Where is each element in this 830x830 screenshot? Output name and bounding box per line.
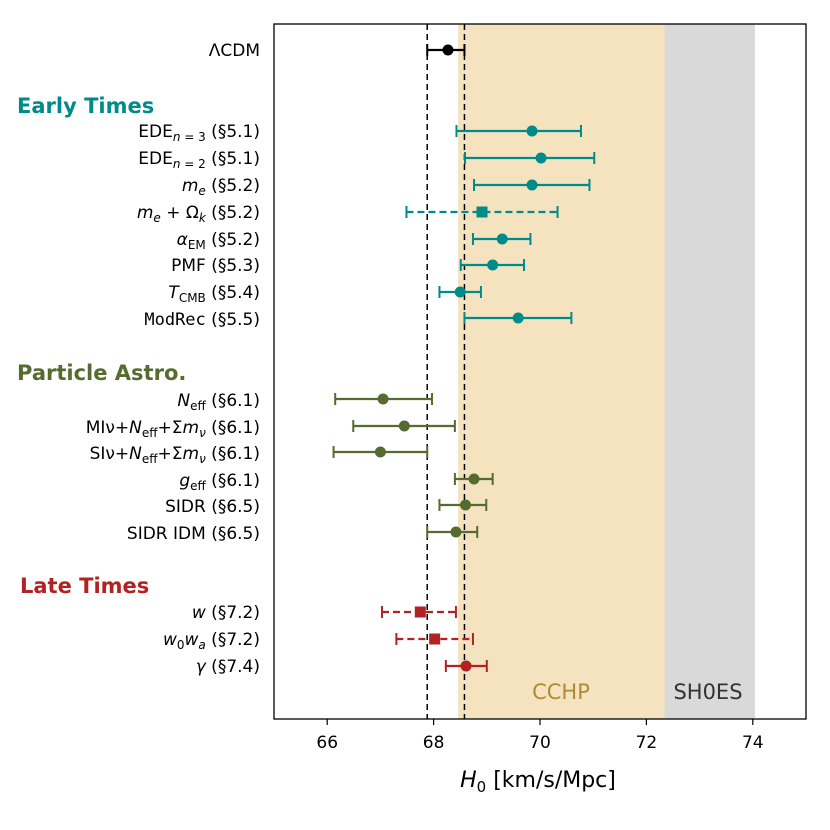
point-marker (526, 179, 538, 191)
point-marker (429, 633, 441, 645)
data-point (395, 633, 474, 645)
data-point (459, 259, 526, 271)
data-point (438, 499, 488, 511)
data-point (438, 286, 482, 298)
label-w: w (§7.2) (192, 603, 260, 623)
data-point (455, 125, 582, 137)
x-tick-label: 74 (742, 733, 764, 753)
data-point (426, 44, 466, 56)
label-sidr: SIDR (§6.5) (165, 497, 260, 517)
label-pmf: PMF (§5.3) (171, 256, 260, 276)
label-lcdm: ΛCDM (209, 41, 260, 61)
point-marker (460, 499, 472, 511)
data-point (444, 660, 488, 672)
data-point (426, 526, 479, 538)
data-point (471, 233, 532, 245)
x-tick-label: 70 (529, 733, 551, 753)
x-tick-label: 68 (423, 733, 445, 753)
label-me-omegak: me + Ωk (§5.2) (137, 203, 260, 225)
label-alpha-em: αEM (§5.2) (177, 230, 260, 252)
sh0es-band (664, 24, 755, 719)
point-marker (414, 606, 426, 618)
point-marker (454, 286, 466, 298)
y-axis-labels: ΛCDM EDEn = 3 (§5.1) EDEn = 2 (§5.1) me … (86, 41, 260, 677)
data-point (463, 312, 573, 324)
point-marker (398, 420, 410, 432)
label-tcmb: TCMB (§5.4) (168, 283, 260, 305)
label-sidr-idm: SIDR IDM (§6.5) (127, 524, 260, 544)
group-heading-late-times: Late Times (20, 574, 149, 598)
point-marker (496, 233, 508, 245)
point-marker (512, 312, 524, 324)
point-marker (487, 259, 499, 271)
point-marker (460, 660, 472, 672)
x-axis-ticks: 66 68 70 72 74 (316, 719, 764, 753)
point-marker (442, 44, 454, 56)
label-geff: geff (§6.1) (179, 471, 260, 493)
x-tick-label: 72 (636, 733, 658, 753)
point-marker (468, 473, 480, 485)
label-me: me (§5.2) (182, 176, 260, 198)
data-point (473, 179, 591, 191)
label-modrec: ModRec (§5.5) (144, 310, 260, 330)
x-axis-label: H0 [km/s/Mpc] (460, 768, 616, 796)
group-heading-early-times: Early Times (17, 94, 154, 118)
label-gamma: γ (§7.4) (196, 657, 260, 677)
point-marker (535, 152, 547, 164)
label-ede-n2: EDEn = 2 (§5.1) (138, 149, 260, 171)
point-marker (526, 125, 538, 137)
cchp-band (458, 24, 665, 719)
label-mi-nu: MIν+Neff+Σmν (§6.1) (86, 418, 260, 440)
point-marker (476, 206, 488, 218)
group-heading-particle-astro: Particle Astro. (17, 361, 186, 385)
data-point (334, 393, 434, 405)
sh0es-band-label: SH0ES (673, 680, 742, 704)
cchp-band-label: CCHP (532, 680, 590, 704)
data-points (332, 44, 596, 672)
data-point (332, 446, 429, 458)
label-neff: Neff (§6.1) (177, 391, 260, 413)
point-marker (450, 526, 462, 538)
x-tick-label: 66 (316, 733, 338, 753)
label-si-nu: SIν+Neff+Σmν (§6.1) (90, 444, 260, 466)
label-ede-n3: EDEn = 3 (§5.1) (138, 122, 260, 144)
point-marker (377, 393, 389, 405)
data-point (380, 606, 457, 618)
data-point (453, 473, 494, 485)
label-w0wa: w0wa (§7.2) (163, 630, 260, 652)
data-point (352, 420, 456, 432)
data-point (463, 152, 596, 164)
data-point (405, 206, 559, 218)
point-marker (374, 446, 386, 458)
